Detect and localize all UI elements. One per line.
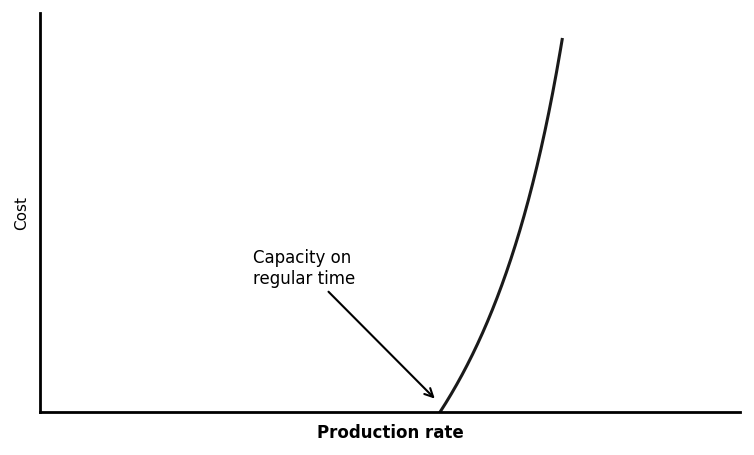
Y-axis label: Cost: Cost: [14, 196, 29, 230]
X-axis label: Production rate: Production rate: [317, 423, 464, 441]
Text: Capacity on
regular time: Capacity on regular time: [253, 248, 433, 397]
